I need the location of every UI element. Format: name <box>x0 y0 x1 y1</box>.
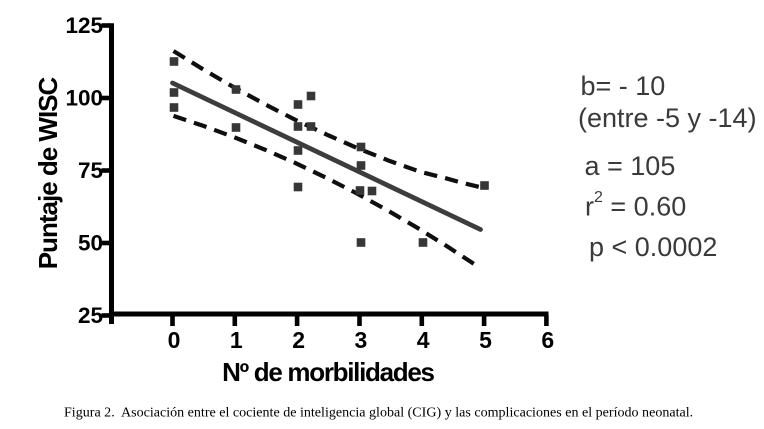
svg-text:b= - 10: b= - 10 <box>581 71 666 101</box>
svg-text:2: 2 <box>292 327 305 353</box>
svg-text:5: 5 <box>479 327 492 353</box>
svg-text:p < 0.0002: p < 0.0002 <box>589 232 717 262</box>
svg-text:100: 100 <box>65 85 103 110</box>
svg-text:Nº de morbilidades: Nº de morbilidades <box>222 357 434 387</box>
svg-text:a = 105: a = 105 <box>585 151 676 181</box>
svg-text:Puntaje de WISC: Puntaje de WISC <box>33 76 63 269</box>
svg-text:50: 50 <box>78 230 103 255</box>
svg-text:125: 125 <box>65 13 103 38</box>
svg-text:6: 6 <box>541 327 554 353</box>
svg-text:3: 3 <box>355 327 368 353</box>
svg-text:0: 0 <box>168 327 181 353</box>
svg-text:4: 4 <box>417 327 430 353</box>
svg-text:25: 25 <box>78 303 103 328</box>
svg-text:1: 1 <box>230 327 243 353</box>
svg-text:75: 75 <box>78 158 103 183</box>
svg-text:Figura 2. Asociación entre el: Figura 2. Asociación entre el cociente d… <box>64 405 693 421</box>
svg-text:(entre -5 y -14): (entre -5 y -14) <box>578 103 757 133</box>
